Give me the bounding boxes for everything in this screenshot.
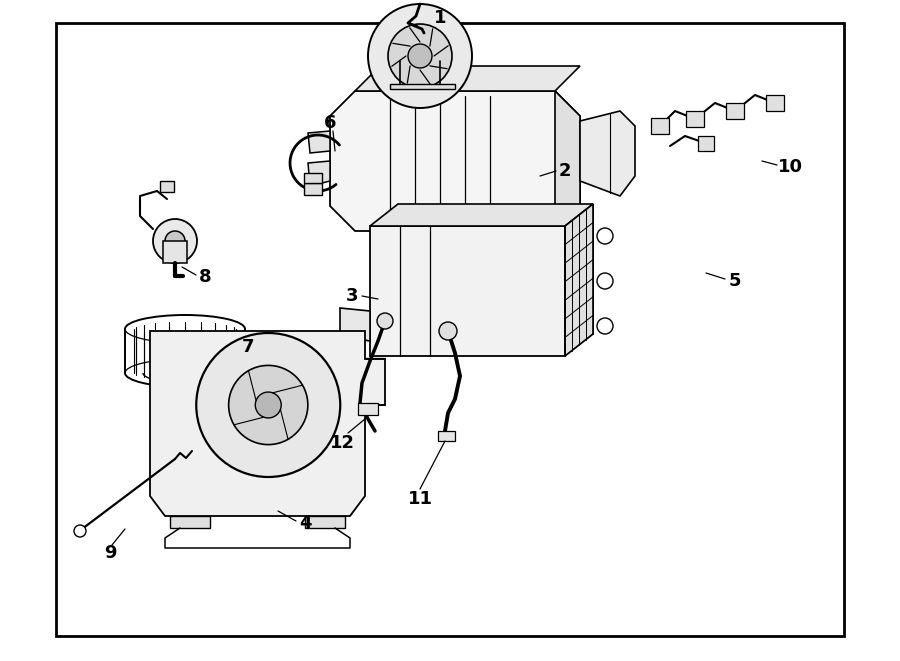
Circle shape [377,313,393,329]
Polygon shape [308,161,330,186]
Circle shape [388,24,452,88]
Text: 1: 1 [434,9,446,27]
Polygon shape [150,331,385,516]
Polygon shape [766,95,784,111]
Circle shape [597,228,613,244]
Circle shape [153,219,197,263]
Polygon shape [698,136,714,151]
Polygon shape [340,308,370,341]
Text: 8: 8 [199,268,212,286]
Polygon shape [438,431,455,441]
Polygon shape [555,91,580,231]
Text: 3: 3 [346,287,358,305]
Circle shape [165,231,185,251]
Polygon shape [160,181,174,192]
Polygon shape [304,173,322,183]
Polygon shape [370,204,593,226]
Polygon shape [355,66,580,91]
Polygon shape [305,516,345,528]
Text: 2: 2 [559,162,572,180]
Polygon shape [580,111,635,196]
Circle shape [597,273,613,289]
Text: 12: 12 [329,434,355,452]
Polygon shape [565,204,593,356]
Circle shape [368,4,472,108]
Circle shape [439,322,457,340]
Text: 7: 7 [242,338,254,356]
Polygon shape [651,118,669,134]
Text: 11: 11 [408,490,433,508]
Polygon shape [370,226,565,356]
Polygon shape [330,91,580,231]
Circle shape [256,392,281,418]
Circle shape [229,366,308,445]
Text: 4: 4 [299,514,311,532]
Text: 6: 6 [324,114,337,132]
Bar [56,23,844,636]
Polygon shape [170,516,210,528]
Polygon shape [390,84,455,89]
Text: 5: 5 [729,272,742,290]
Circle shape [597,318,613,334]
Text: 10: 10 [778,158,803,176]
Polygon shape [686,111,704,127]
Circle shape [408,44,432,68]
Polygon shape [358,403,378,415]
Polygon shape [308,131,330,153]
Polygon shape [163,241,187,263]
Circle shape [74,525,86,537]
Text: 9: 9 [104,544,116,562]
Polygon shape [726,103,744,119]
Polygon shape [304,183,322,195]
Circle shape [196,333,340,477]
